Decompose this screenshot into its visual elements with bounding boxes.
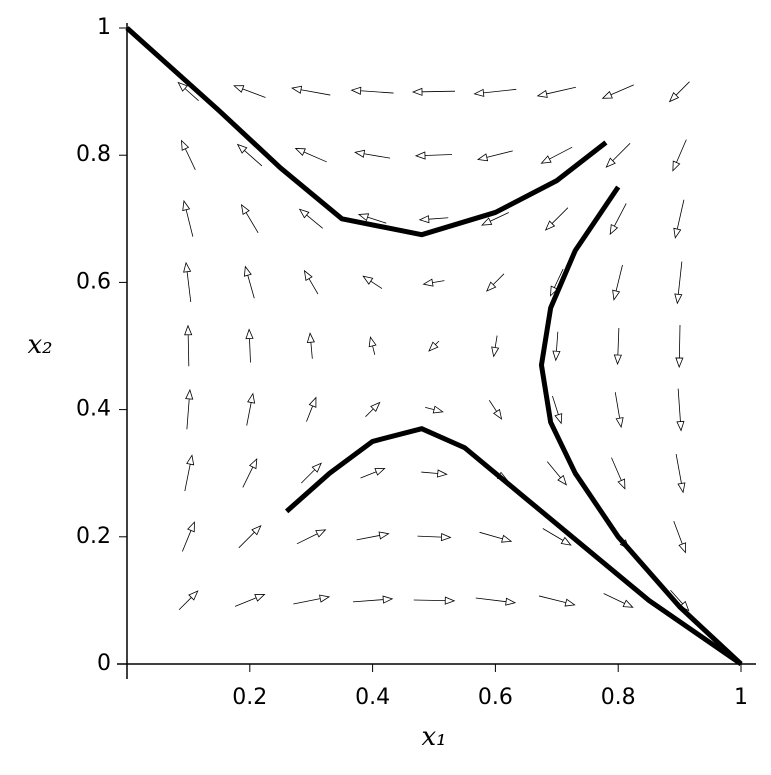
trajectory [538,185,743,666]
vector-arrow [240,203,259,234]
vector-arrow [418,215,449,224]
vector-arrow [417,533,452,542]
vector-arrow [413,596,456,605]
vector-arrow [236,143,263,167]
vector-arrow [544,207,569,231]
vector-arrow [245,328,254,363]
trajectory [284,426,743,667]
y-tick-label: 0.8 [76,142,111,167]
trajectory [125,26,608,238]
vector-arrow [673,199,685,239]
vector-arrow [181,139,196,170]
y-tick-label: 0.2 [76,524,111,549]
vector-arrow [612,264,623,301]
vector-arrow [178,590,199,611]
y-tick-label: 0.6 [76,269,111,294]
vector-arrow [300,462,322,484]
x-tick-label: 0.2 [232,685,267,710]
x-tick-label: 0.8 [601,685,636,710]
vector-arrow [350,86,394,95]
vector-arrow [673,520,686,554]
vector-arrow [675,454,686,494]
vector-arrow [360,468,386,479]
x-tick-label: 1 [734,685,748,710]
x-tick-label: 0.4 [355,685,390,710]
vector-arrow [668,81,690,103]
vector-arrow [365,401,381,417]
vector-arrow [536,86,576,98]
vector-arrow [542,528,572,546]
y-axis-label: x₂ [27,330,52,360]
vector-arrow [672,139,687,172]
vector-arrow [614,392,624,429]
vector-arrow [362,275,383,289]
vector-arrow [177,81,199,101]
vector-arrow [603,593,634,608]
vector-arrow [488,400,503,420]
vector-arrow [540,146,573,164]
vector-arrow [294,148,327,163]
x-axis-label: x₁ [421,722,446,752]
vector-arrow [184,454,195,492]
vector-arrow [414,151,453,160]
vector-arrow [428,340,440,352]
vector-arrow [354,149,391,159]
vector-arrow [357,213,387,224]
vector-arrow [611,457,626,490]
vector-arrow [184,324,193,367]
y-tick-label: 1 [97,15,111,40]
y-tick-label: 0 [97,651,111,676]
vector-arrow [296,529,327,545]
vector-arrow [473,88,517,97]
vector-arrow [182,521,195,552]
vector-arrow [242,457,258,488]
vector-arrow [422,278,445,287]
vector-arrow [411,87,456,96]
vector-arrow [613,327,622,366]
vector-arrow [552,395,563,425]
vector-arrow [352,595,394,604]
vector-arrow [306,396,317,422]
vector-arrow [356,531,390,541]
vector-arrow [609,203,627,236]
vector-arrow [475,597,517,606]
vector-arrow [491,335,500,358]
vector-arrow [293,594,331,605]
vector-arrow [185,388,194,430]
vector-arrow [291,85,331,96]
vector-arrow [676,388,685,432]
x-tick-label: 0.6 [478,685,513,710]
vector-arrow [421,469,448,478]
vector-arrow [538,595,576,607]
vector-arrow [476,150,513,162]
vector-arrow [306,332,315,359]
vector-arrow [550,268,564,297]
vector-arrow [486,273,505,292]
vector-arrow [605,143,631,168]
vector-arrow [246,392,256,426]
vector-arrow [552,331,561,362]
vector-arrow [479,531,513,543]
vector-arrow [298,208,323,229]
vector-arrow [243,265,255,299]
vector-arrow [233,85,266,98]
vector-arrow [425,405,444,414]
vector-arrow [674,261,683,305]
vector-arrow [234,593,266,607]
vector-arrow [368,336,377,355]
vector-arrow [481,212,509,226]
y-tick-label: 0.4 [76,397,111,422]
vector-arrow [601,84,634,99]
vector-arrow [182,199,194,237]
vector-arrow [238,525,262,549]
vector-arrow [303,269,319,295]
vector-arrow [546,461,568,486]
vector-arrow [183,261,192,303]
vector-arrow [675,324,684,369]
